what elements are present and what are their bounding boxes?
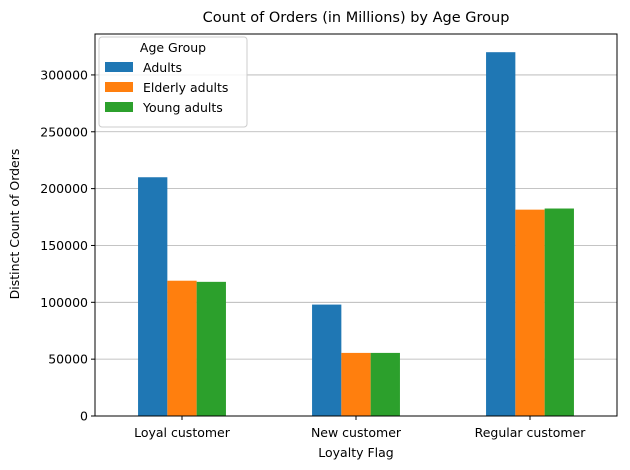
legend-swatch [105, 62, 133, 72]
y-tick-label: 150000 [40, 238, 88, 253]
chart-title: Count of Orders (in Millions) by Age Gro… [203, 10, 510, 26]
legend-title: Age Group [140, 40, 206, 55]
bar [138, 177, 168, 416]
legend-swatch [105, 82, 133, 92]
y-tick-label: 200000 [40, 181, 88, 196]
y-tick-label: 100000 [40, 295, 88, 310]
bar [312, 304, 342, 416]
x-axis-ticks: Loyal customer New customer Regular custom… [134, 416, 586, 440]
legend-label: Young adults [142, 100, 223, 115]
legend-label: Elderly adults [143, 80, 228, 95]
bar [341, 352, 371, 416]
x-tick-label: New customer [311, 425, 402, 440]
bar [167, 280, 197, 416]
legend-label: Adults [143, 60, 182, 75]
y-axis-label: Distinct Count of Orders [7, 149, 22, 300]
bar [544, 208, 574, 416]
bar [486, 52, 516, 416]
bar [370, 352, 400, 416]
legend: Age Group Adults Elderly adults Young adul… [98, 36, 248, 128]
legend-items: Adults Elderly adults Young adults [105, 60, 228, 115]
y-tick-label: 50000 [48, 352, 88, 367]
x-axis-label: Loyalty Flag [318, 445, 393, 460]
bar [515, 209, 545, 416]
legend-swatch [105, 102, 133, 112]
y-axis-ticks: 0 50000 100000 150000 200000 250000 300000 [40, 67, 95, 424]
y-tick-label: 300000 [40, 67, 88, 82]
legend-frame [98, 36, 248, 128]
y-tick-label: 250000 [40, 124, 88, 139]
y-tick-label: 0 [80, 409, 88, 424]
bars [138, 52, 574, 416]
x-tick-label: Regular customer [475, 425, 587, 440]
bar [196, 281, 226, 416]
x-tick-label: Loyal customer [134, 425, 231, 440]
